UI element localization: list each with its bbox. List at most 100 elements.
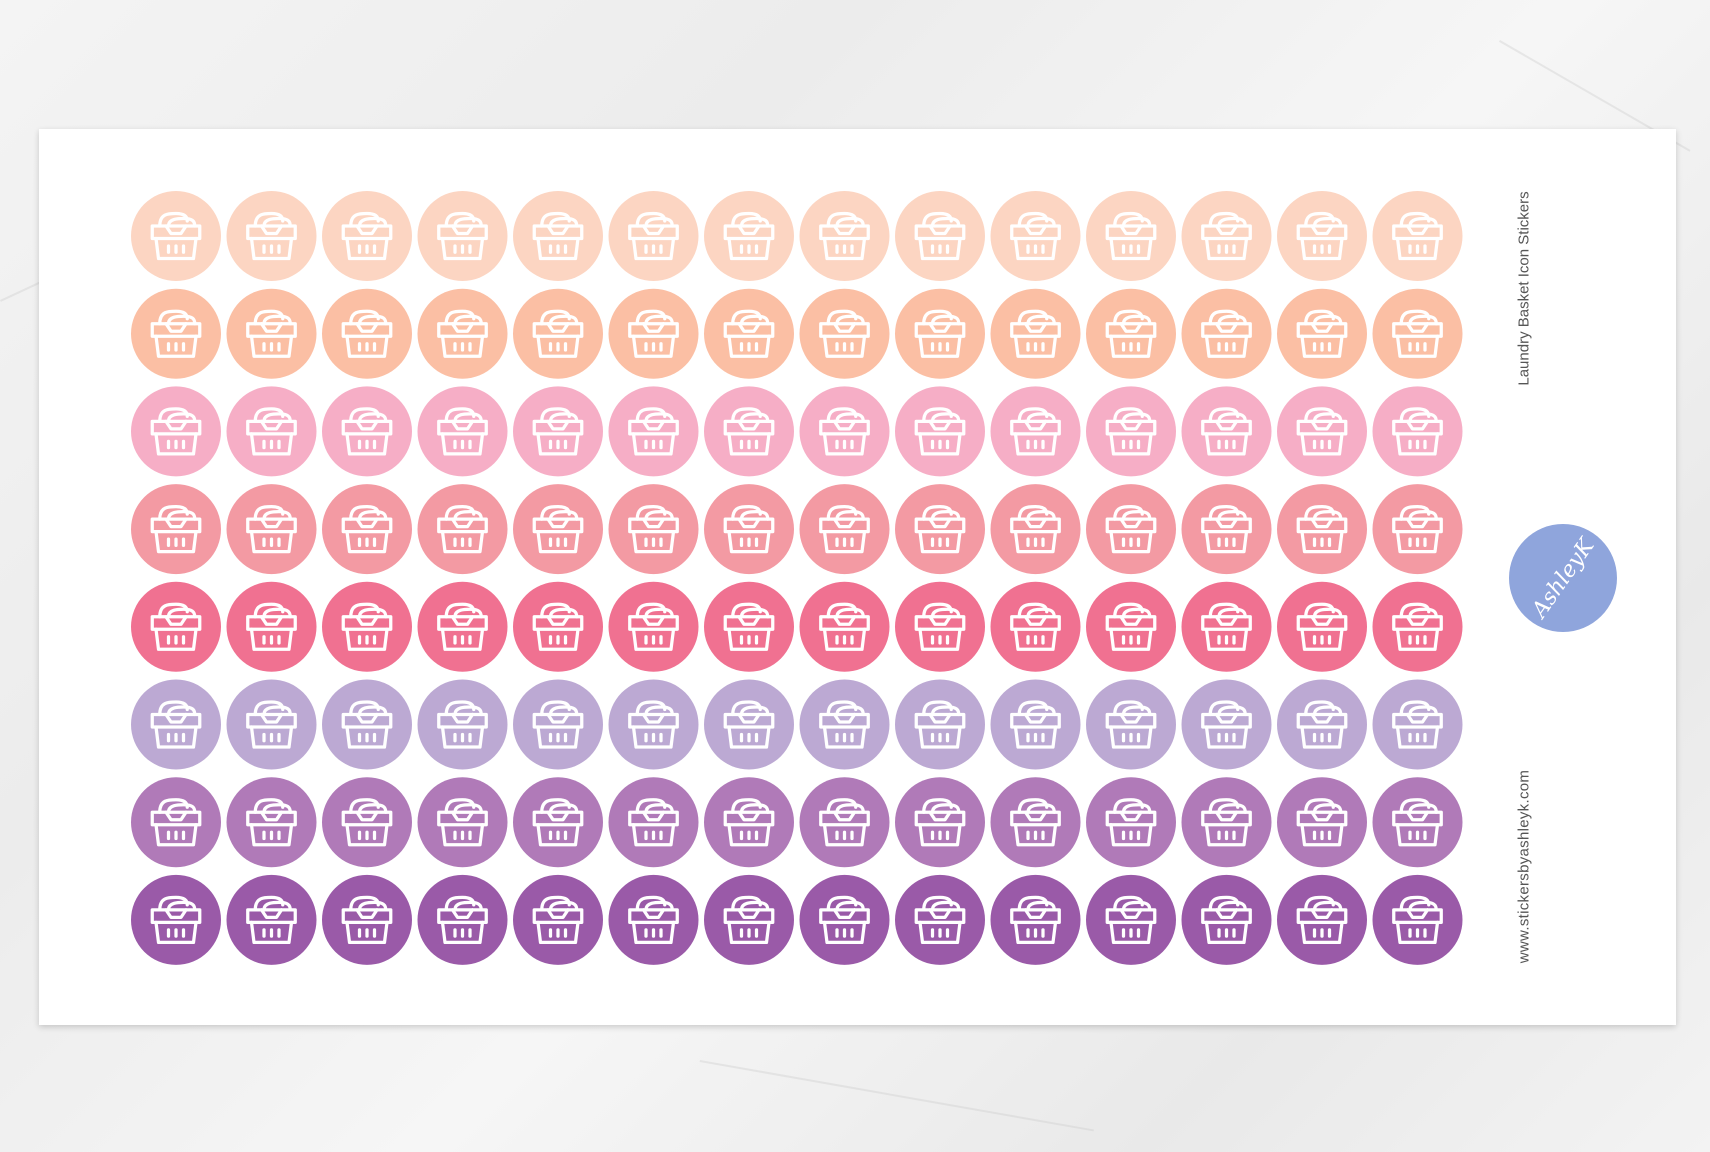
sticker <box>704 777 794 868</box>
sticker <box>1086 581 1176 672</box>
sticker <box>513 777 603 868</box>
sticker <box>1181 581 1272 672</box>
sticker-circle <box>608 288 699 379</box>
sticker <box>704 288 794 379</box>
sticker <box>704 679 794 770</box>
sticker <box>895 777 985 868</box>
sticker-circle <box>1086 386 1176 477</box>
sticker <box>608 777 699 868</box>
sticker-circle <box>895 581 985 672</box>
sticker <box>1277 777 1367 868</box>
sticker <box>895 581 985 672</box>
sticker-circle <box>1086 288 1176 379</box>
sticker <box>895 874 985 965</box>
sticker-circle <box>1372 191 1463 281</box>
sticker <box>417 581 508 672</box>
sticker <box>799 679 890 770</box>
sticker <box>1181 679 1272 770</box>
sticker-circle <box>1277 874 1367 965</box>
sticker <box>417 191 508 281</box>
sticker-circle <box>417 581 508 672</box>
sticker-circle <box>704 288 794 379</box>
sticker-circle <box>322 288 412 379</box>
sticker-circle <box>1086 874 1176 965</box>
sticker-circle <box>990 288 1081 379</box>
sticker <box>990 484 1081 575</box>
brand-logo: AshleyK <box>1509 524 1617 632</box>
sticker-circle <box>608 874 699 965</box>
sticker <box>226 386 317 477</box>
sticker-circle <box>1277 679 1367 770</box>
sticker-circle <box>226 386 317 477</box>
sticker-circle <box>513 386 603 477</box>
sticker-circle <box>513 679 603 770</box>
sticker-circle <box>226 777 317 868</box>
sticker-circle <box>1372 581 1463 672</box>
sticker <box>895 386 985 477</box>
sticker-circle <box>704 386 794 477</box>
sticker-circle <box>704 874 794 965</box>
sticker <box>799 288 890 379</box>
sticker <box>226 874 317 965</box>
sticker-circle <box>704 679 794 770</box>
sticker <box>226 191 317 281</box>
sticker <box>513 484 603 575</box>
sticker <box>513 386 603 477</box>
sticker-circle <box>1277 386 1367 477</box>
sticker-circle <box>322 386 412 477</box>
sticker-circle <box>1086 777 1176 868</box>
sticker-circle <box>131 191 221 281</box>
sticker-circle <box>895 288 985 379</box>
sticker <box>513 874 603 965</box>
sticker <box>513 581 603 672</box>
sticker <box>322 288 412 379</box>
sticker <box>417 874 508 965</box>
sticker <box>608 386 699 477</box>
sticker <box>990 874 1081 965</box>
sticker-circle <box>322 777 412 868</box>
sticker-circle <box>895 484 985 575</box>
sticker-circle <box>131 288 221 379</box>
sticker <box>1086 191 1176 281</box>
sticker <box>1181 191 1272 281</box>
sticker-circle <box>322 484 412 575</box>
sticker <box>322 386 412 477</box>
sticker-circle <box>322 874 412 965</box>
sticker-circle <box>417 288 508 379</box>
sticker <box>322 679 412 770</box>
sticker-circle <box>895 679 985 770</box>
sticker-circle <box>1086 679 1176 770</box>
sticker-circle <box>990 581 1081 672</box>
sticker <box>1181 288 1272 379</box>
sticker <box>608 288 699 379</box>
sticker <box>799 191 890 281</box>
sticker <box>1372 777 1463 868</box>
sticker <box>1372 386 1463 477</box>
sticker <box>1181 386 1272 477</box>
sticker-circle <box>1181 288 1272 379</box>
sticker <box>704 874 794 965</box>
sticker <box>226 581 317 672</box>
sticker <box>1277 191 1367 281</box>
sticker-circle <box>131 484 221 575</box>
sticker <box>1372 288 1463 379</box>
sticker-circle <box>799 777 890 868</box>
website-url: www.stickersbyashleyk.com <box>1515 769 1533 964</box>
sticker-circle <box>990 874 1081 965</box>
sticker-circle <box>1372 386 1463 477</box>
sticker-circle <box>608 581 699 672</box>
sticker <box>131 484 221 575</box>
sticker-circle <box>513 191 603 281</box>
sticker-circle <box>799 679 890 770</box>
sticker <box>990 191 1081 281</box>
sticker <box>131 679 221 770</box>
sticker-circle <box>990 386 1081 477</box>
sticker <box>895 191 985 281</box>
sticker-circle <box>417 484 508 575</box>
sticker <box>131 386 221 477</box>
sticker <box>417 288 508 379</box>
sticker-circle <box>1372 288 1463 379</box>
sticker-circle <box>417 777 508 868</box>
sticker <box>322 484 412 575</box>
sticker <box>990 288 1081 379</box>
